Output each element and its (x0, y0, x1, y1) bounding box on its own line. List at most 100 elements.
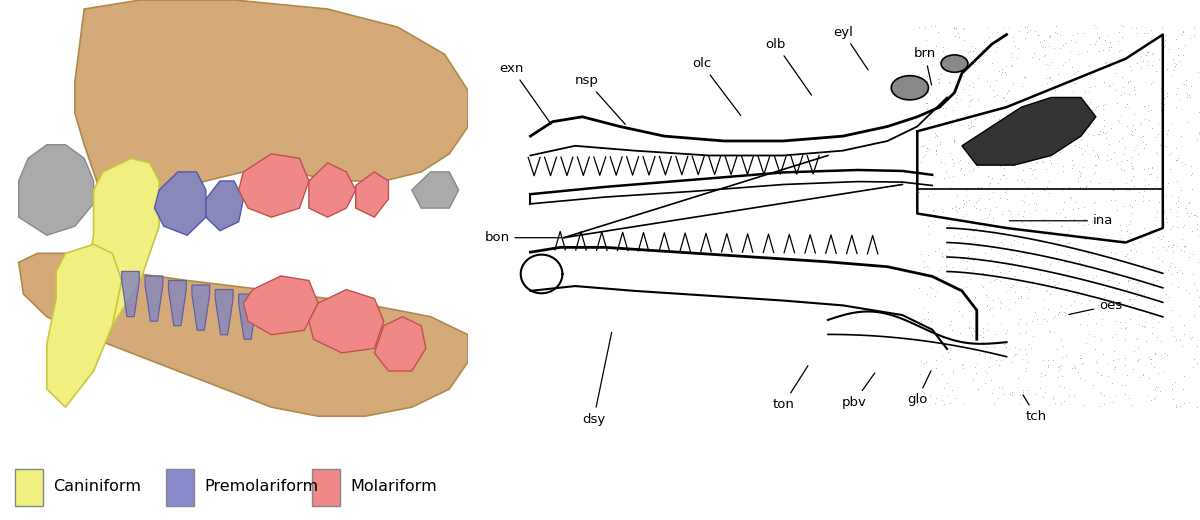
Point (1003, 391, 1022, 399)
Point (1187, 285, 1200, 294)
Point (1106, 285, 1126, 293)
Point (1070, 351, 1090, 359)
Point (1148, 55, 1168, 63)
Point (1158, 266, 1177, 275)
Point (919, 145, 938, 153)
Point (1026, 390, 1045, 398)
Point (1140, 355, 1159, 363)
Point (996, 186, 1015, 194)
Point (958, 257, 977, 265)
Point (1178, 118, 1198, 126)
Point (986, 356, 1006, 365)
Point (1156, 214, 1175, 222)
Point (1006, 42, 1025, 50)
Point (1006, 350, 1025, 358)
Point (1068, 67, 1087, 75)
Point (966, 292, 985, 301)
Point (998, 86, 1018, 95)
Point (1177, 286, 1196, 294)
Point (1015, 345, 1034, 353)
Point (1123, 165, 1142, 173)
Point (1006, 288, 1025, 296)
Polygon shape (168, 280, 186, 326)
Point (968, 183, 988, 191)
Point (913, 358, 932, 367)
Point (910, 283, 929, 292)
Polygon shape (74, 0, 468, 235)
Point (1148, 120, 1168, 128)
Point (992, 238, 1012, 246)
Point (1175, 80, 1194, 88)
Point (1108, 159, 1127, 167)
Point (1128, 334, 1147, 343)
Point (1014, 166, 1033, 174)
Point (941, 79, 960, 87)
Point (1013, 154, 1032, 162)
Point (1158, 218, 1177, 227)
Point (959, 245, 978, 253)
Point (1097, 242, 1116, 250)
Point (1099, 46, 1118, 55)
Point (1070, 259, 1090, 267)
Point (1127, 29, 1146, 37)
Point (1136, 337, 1156, 345)
Point (1135, 187, 1154, 196)
Point (1157, 142, 1176, 150)
Point (1034, 131, 1054, 139)
Point (1176, 81, 1195, 89)
Point (1145, 272, 1164, 281)
Point (1073, 270, 1092, 279)
Point (1110, 137, 1129, 145)
Point (978, 369, 997, 377)
Point (1126, 90, 1145, 98)
Point (1034, 51, 1054, 60)
Point (925, 129, 944, 138)
Point (941, 183, 960, 191)
Point (955, 24, 974, 33)
Point (1112, 46, 1132, 54)
Point (1160, 205, 1180, 213)
Point (914, 86, 934, 95)
Point (1148, 254, 1168, 262)
Point (982, 244, 1001, 253)
Point (1170, 266, 1189, 274)
Polygon shape (244, 276, 318, 335)
Polygon shape (74, 158, 160, 362)
Point (1154, 43, 1174, 51)
Point (997, 326, 1016, 334)
Point (1018, 294, 1037, 303)
Point (962, 83, 982, 91)
Point (942, 326, 961, 334)
Point (918, 87, 937, 96)
Point (1020, 163, 1039, 172)
Point (1120, 104, 1139, 112)
Point (908, 70, 928, 79)
Point (1074, 221, 1093, 229)
Point (984, 188, 1003, 197)
Point (1040, 73, 1060, 81)
Point (1038, 304, 1057, 313)
Point (1106, 316, 1126, 324)
Point (1182, 185, 1200, 193)
Point (995, 235, 1014, 243)
Point (1033, 356, 1052, 364)
Point (966, 184, 985, 192)
Point (1075, 235, 1094, 243)
Point (922, 61, 941, 70)
Point (1026, 165, 1045, 174)
Point (1045, 399, 1064, 408)
Point (1050, 31, 1069, 39)
Point (985, 227, 1004, 236)
Point (1008, 44, 1027, 52)
Point (1001, 264, 1020, 272)
Point (1115, 334, 1134, 343)
Point (1016, 364, 1036, 372)
Point (910, 22, 929, 31)
Point (1004, 119, 1024, 127)
Point (1090, 34, 1109, 42)
Point (1134, 290, 1153, 298)
Point (1109, 238, 1128, 246)
Point (1168, 223, 1187, 231)
Point (1032, 115, 1051, 124)
Point (1111, 323, 1130, 332)
